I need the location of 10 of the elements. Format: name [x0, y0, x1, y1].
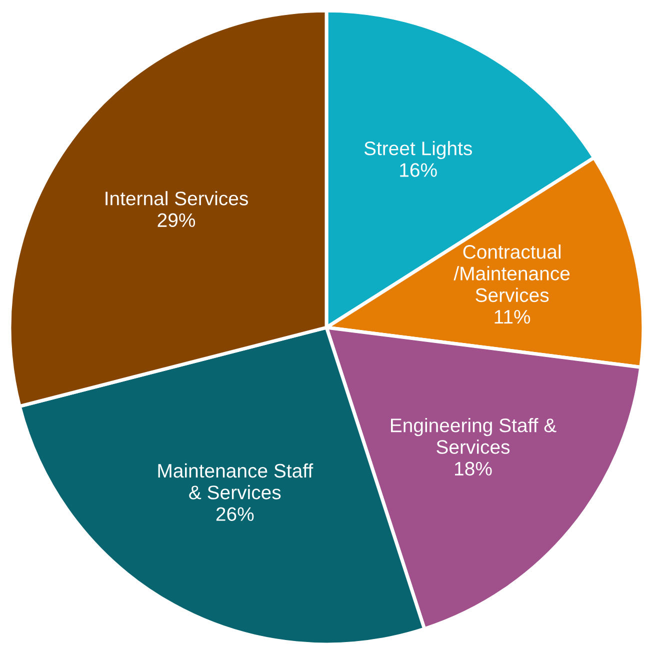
- slice-label: Engineering Staff & Services: [391, 418, 556, 454]
- slice-label: Contractual /Maintenance Services: [454, 244, 570, 302]
- slice-label: Maintenance Staff & Services: [158, 463, 314, 500]
- data-label: 18%: [455, 462, 492, 476]
- slice-label: Street Lights: [364, 140, 472, 160]
- data-label: 11%: [494, 310, 530, 324]
- data-label: 26%: [216, 507, 254, 521]
- slice-label: Internal Services: [106, 191, 248, 206]
- data-label: 29%: [158, 213, 196, 228]
- data-label: 16%: [400, 163, 437, 177]
